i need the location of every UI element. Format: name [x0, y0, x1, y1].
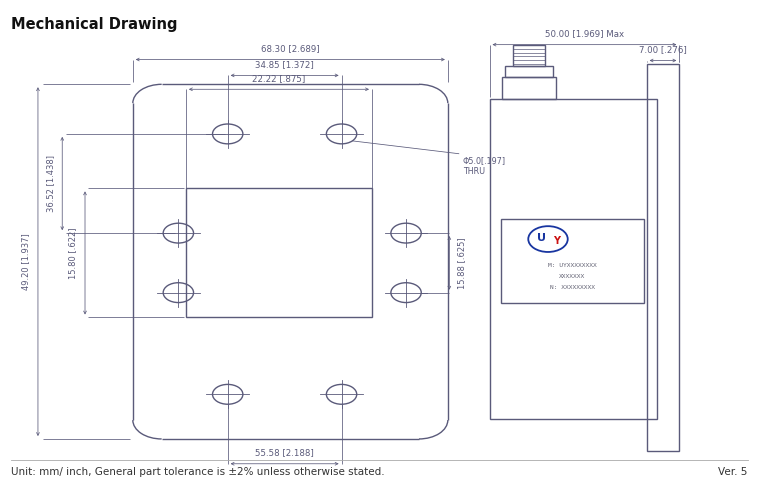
Text: Unit: mm/ inch, General part tolerance is ±2% unless otherwise stated.: Unit: mm/ inch, General part tolerance i…: [11, 467, 385, 477]
Text: Y: Y: [553, 236, 560, 246]
Bar: [505, 66, 553, 77]
Text: Ver. 5: Ver. 5: [718, 467, 748, 477]
Bar: [647, 64, 679, 451]
Text: Φ5.0[.197]
THRU: Φ5.0[.197] THRU: [463, 156, 506, 177]
Text: 15.80 [.622]: 15.80 [.622]: [68, 227, 77, 279]
Bar: [501, 219, 644, 303]
Text: 15.88 [.625]: 15.88 [.625]: [457, 237, 466, 289]
Text: 68.30 [2.689]: 68.30 [2.689]: [261, 44, 320, 53]
Bar: [513, 45, 545, 66]
Text: 50.00 [1.969] Max: 50.00 [1.969] Max: [545, 29, 624, 38]
Text: 36.52 [1.438]: 36.52 [1.438]: [46, 155, 55, 212]
Bar: [490, 99, 657, 419]
Text: N: XXXXXXXXX: N: XXXXXXXXX: [550, 285, 595, 290]
Text: 34.85 [1.372]: 34.85 [1.372]: [255, 60, 314, 69]
Text: 55.58 [2.188]: 55.58 [2.188]: [255, 448, 314, 457]
Text: XXXXXXX: XXXXXXX: [559, 274, 585, 279]
Text: Mechanical Drawing: Mechanical Drawing: [11, 17, 178, 32]
Bar: [186, 188, 372, 317]
Text: M: UYXXXXXXXX: M: UYXXXXXXXX: [548, 263, 597, 268]
Text: 49.20 [1.937]: 49.20 [1.937]: [21, 233, 30, 290]
Text: 22.22 [.875]: 22.22 [.875]: [252, 74, 306, 83]
Text: U: U: [537, 233, 546, 243]
Bar: [502, 77, 556, 99]
Text: 7.00 [.276]: 7.00 [.276]: [639, 45, 687, 54]
